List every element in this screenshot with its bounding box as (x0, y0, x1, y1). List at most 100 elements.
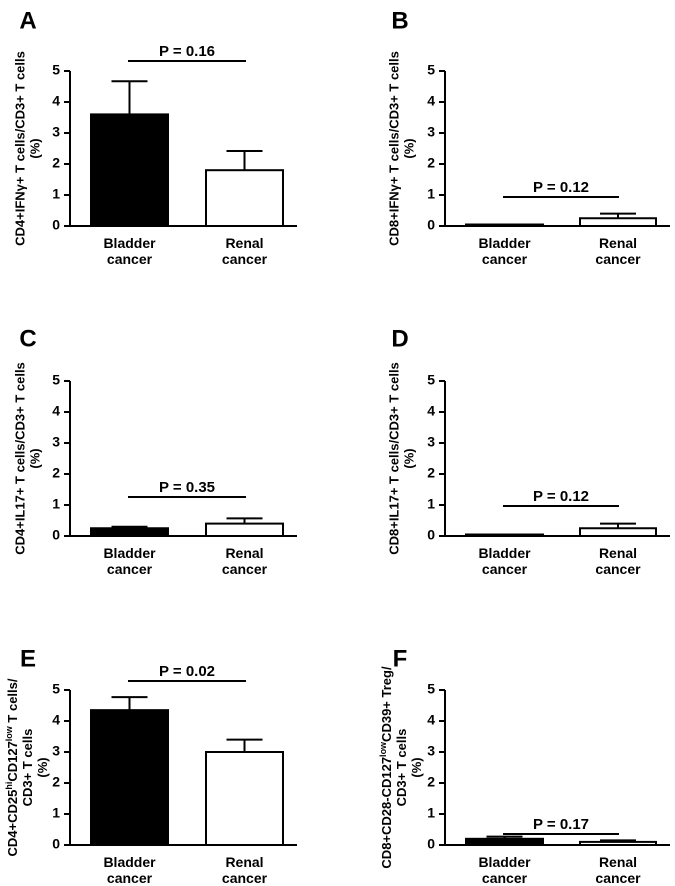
label-text: CD4+CD25 (5, 790, 20, 857)
x-category-label: cancer (222, 870, 268, 886)
label-text: CD4+IL17+ T cells/CD3+ T cells (13, 362, 28, 555)
y-axis-label-line: CD8+IFNγ+ T cells/CD3+ T cells (387, 51, 402, 246)
bar-bladder (90, 113, 169, 227)
label-text: CD3+ T cells (20, 729, 35, 807)
y-tick-label: 4 (427, 403, 435, 419)
bar-renal (579, 840, 657, 847)
y-axis-label-line: CD4+IFNγ+ T cells/CD3+ T cells (13, 51, 28, 246)
p-value-label: P = 0.12 (533, 179, 589, 196)
y-tick-label: 4 (427, 712, 435, 728)
bar-renal (205, 169, 284, 227)
x-category-label: cancer (595, 561, 641, 577)
bar-renal (205, 751, 284, 846)
y-axis-label-line: CD4+IL17+ T cells/CD3+ T cells (13, 362, 28, 555)
y-tick-label: 0 (427, 836, 435, 852)
x-category-label: Renal (599, 545, 637, 561)
label-text: CD39+ Treg/ (379, 666, 394, 742)
x-category-label: Bladder (103, 854, 156, 870)
superscript: low (378, 741, 388, 757)
y-tick-label: 3 (427, 124, 435, 140)
y-axis-label-line: (%) (409, 757, 424, 777)
x-category-label: cancer (107, 561, 153, 577)
label-text: (%) (402, 448, 417, 468)
y-tick-label: 2 (427, 465, 435, 481)
label-text: (%) (409, 757, 424, 777)
p-value-label: P = 0.12 (533, 488, 589, 505)
x-category-label: cancer (482, 870, 528, 886)
label-text: T cells/ (5, 678, 20, 726)
y-tick-label: 4 (52, 712, 60, 728)
y-tick-label: 0 (52, 836, 60, 852)
x-category-label: cancer (482, 561, 528, 577)
y-axis-label-line: CD3+ T cells (394, 729, 409, 807)
y-tick-label: 4 (52, 93, 60, 109)
x-category-label: Renal (225, 235, 263, 251)
y-tick-label: 0 (427, 217, 435, 233)
y-axis-label-line: CD8+IL17+ T cells/CD3+ T cells (387, 362, 402, 555)
y-tick-label: 3 (52, 434, 60, 450)
x-category-label: cancer (595, 870, 641, 886)
label-text: (%) (402, 138, 417, 158)
x-category-label: cancer (107, 251, 153, 267)
label-text: CD4+IFNγ+ T cells/CD3+ T cells (13, 51, 28, 246)
x-category-label: Bladder (478, 545, 531, 561)
label-text: CD3+ T cells (394, 729, 409, 807)
panel-letter: D (391, 325, 408, 352)
y-tick-label: 5 (52, 681, 60, 697)
x-category-label: Renal (225, 545, 263, 561)
x-category-label: cancer (595, 251, 641, 267)
y-axis-label: CD8+IFNγ+ T cells/CD3+ T cells(%) (387, 51, 417, 246)
y-tick-label: 4 (427, 93, 435, 109)
label-text: CD8+IL17+ T cells/CD3+ T cells (387, 362, 402, 555)
y-axis-label-line: (%) (28, 138, 43, 158)
panel-letter: F (393, 645, 408, 672)
y-axis-label: CD4+IFNγ+ T cells/CD3+ T cells(%) (13, 51, 43, 246)
bar-renal (579, 217, 657, 227)
panel-letter: A (19, 7, 36, 34)
y-tick-label: 2 (52, 155, 60, 171)
x-category-label: cancer (482, 251, 528, 267)
y-tick-label: 2 (427, 155, 435, 171)
y-tick-label: 3 (52, 124, 60, 140)
y-tick-label: 1 (52, 805, 60, 821)
y-tick-label: 2 (52, 774, 60, 790)
superscript: hi (4, 782, 14, 790)
x-category-label: Renal (599, 235, 637, 251)
y-axis-label: CD8+IL17+ T cells/CD3+ T cells(%) (387, 362, 417, 555)
y-tick-label: 5 (52, 62, 60, 78)
y-axis-label-line: CD4+CD25hiCD127low T cells/ (4, 678, 20, 856)
bar-bladder (90, 527, 169, 537)
label-text: CD8+CD28-CD127 (379, 757, 394, 869)
y-tick-label: 5 (427, 681, 435, 697)
y-tick-label: 0 (52, 217, 60, 233)
y-tick-label: 1 (427, 496, 435, 512)
y-axis-label: CD8+CD28-CD127lowCD39+ Treg/CD3+ T cells… (378, 666, 424, 869)
y-axis-label: CD4+IL17+ T cells/CD3+ T cells(%) (13, 362, 43, 555)
y-tick-label: 3 (427, 434, 435, 450)
y-axis-label-line: (%) (28, 448, 43, 468)
panel-letter: B (391, 7, 408, 34)
label-text: (%) (28, 138, 43, 158)
y-axis-label-line: CD3+ T cells (20, 729, 35, 807)
y-tick-label: 5 (427, 62, 435, 78)
y-tick-label: 3 (52, 743, 60, 759)
p-value-label: P = 0.16 (159, 43, 215, 60)
y-tick-label: 0 (427, 527, 435, 543)
x-category-label: Renal (599, 854, 637, 870)
bar-renal (579, 527, 657, 537)
y-axis-label-line: (%) (402, 448, 417, 468)
label-text: CD127 (5, 741, 20, 781)
y-axis-label-line: CD8+CD28-CD127lowCD39+ Treg/ (378, 666, 394, 869)
x-category-label: cancer (222, 251, 268, 267)
y-tick-label: 5 (427, 372, 435, 388)
bar-bladder (465, 837, 544, 846)
y-axis-label-line: (%) (35, 757, 50, 777)
x-category-label: cancer (107, 870, 153, 886)
y-tick-label: 2 (52, 465, 60, 481)
label-text: CD8+IFNγ+ T cells/CD3+ T cells (387, 51, 402, 246)
